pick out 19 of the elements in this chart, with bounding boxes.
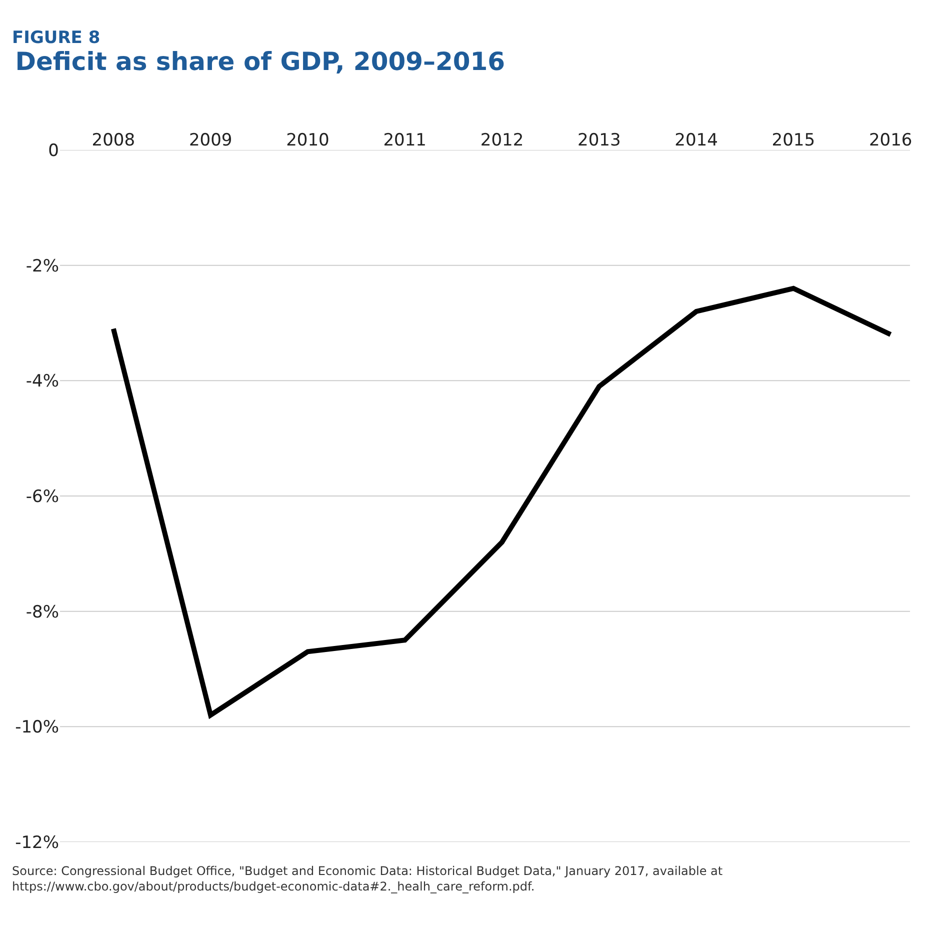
x-tick-label: 2016 — [868, 130, 912, 151]
x-tick-label: 2013 — [578, 130, 621, 151]
x-tick-label: 2012 — [480, 130, 524, 151]
x-tick-label: 2009 — [188, 130, 232, 151]
x-tick-label: 2014 — [674, 130, 718, 151]
x-tick-label: 2010 — [286, 130, 330, 151]
y-tick-label: -12% — [15, 832, 59, 853]
y-tick-label: 0 — [48, 140, 59, 161]
x-tick-label: 2011 — [383, 130, 426, 151]
x-tick-label: 2008 — [92, 130, 136, 151]
y-tick-label: -4% — [26, 372, 59, 392]
y-tick-label: -2% — [26, 256, 59, 276]
x-tick-label: 2015 — [772, 130, 816, 151]
source-note: Source: Congressional Budget Office, "Budget and Economic Data: Historical Budget Data," January 2017, available at https://www.cbo.gov/about/products/budget-economic-data#2._healh_care_reform.pdf. — [12, 864, 723, 894]
y-tick-label: -10% — [15, 718, 59, 738]
chart-subtitle: FIGURE 8 — [12, 28, 100, 48]
chart-title: Deficit as share of GDP, 2009–2016 — [15, 46, 506, 76]
y-tick-label: -6% — [26, 486, 59, 507]
y-tick-label: -8% — [26, 602, 59, 622]
